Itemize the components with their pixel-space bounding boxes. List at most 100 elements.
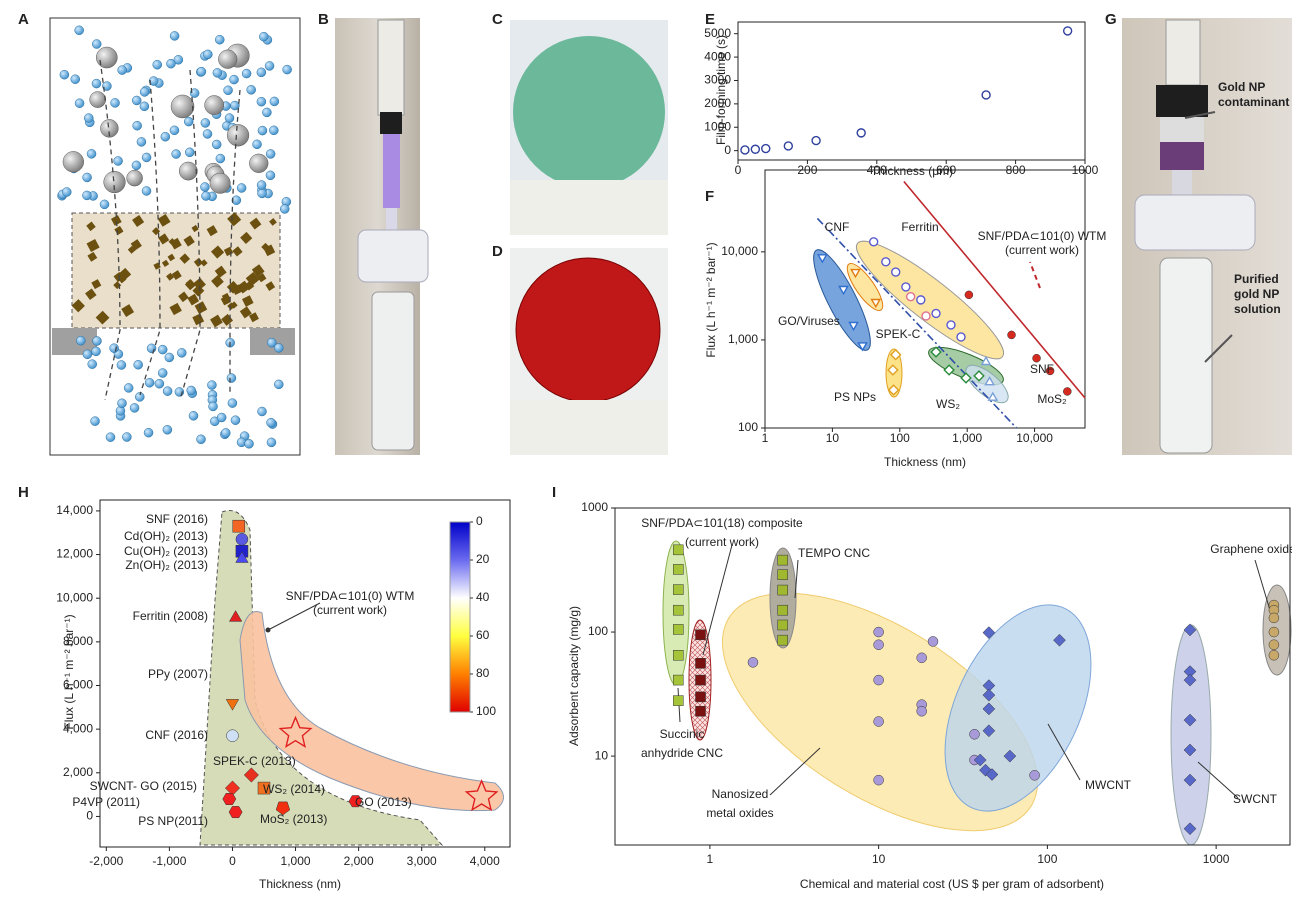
photo-b [335, 18, 428, 455]
solvent-particle [62, 188, 71, 197]
x-tick-label: -2,000 [89, 854, 123, 868]
panel-label: B [318, 11, 329, 28]
photo-g [1122, 18, 1292, 455]
x-tick-label: 1,000 [281, 854, 311, 868]
point [778, 555, 788, 565]
solvent-particle [201, 118, 210, 127]
solvent-particle [87, 149, 96, 158]
point [1269, 627, 1279, 637]
panel-label: C [492, 11, 503, 28]
barrel [1160, 117, 1204, 142]
group-label: GO/Viruses [778, 314, 840, 328]
solvent-particle [270, 97, 279, 106]
solvent-particle [142, 186, 151, 195]
solvent-particle [161, 132, 170, 141]
solvent-particle [253, 140, 262, 149]
nanoparticle [171, 95, 194, 118]
x-tick-label: 1,000 [952, 431, 982, 445]
solvent-particle [75, 26, 84, 35]
solvent-particle [118, 66, 127, 75]
solvent-particle [225, 114, 234, 123]
y-tick-label: 1000 [581, 500, 608, 514]
x-tick-label: 0 [229, 854, 236, 868]
x-tick-label: 0 [735, 163, 742, 177]
point [741, 146, 749, 154]
colorbar-tick-label: 0 [476, 514, 483, 528]
solvent-particle [266, 149, 275, 158]
solvent-particle [60, 70, 69, 79]
solvent-particle [177, 348, 186, 357]
point [874, 640, 884, 650]
solvent-particle [117, 361, 126, 370]
point [928, 636, 938, 646]
point [917, 706, 927, 716]
point-label: GO (2013) [355, 795, 412, 809]
point-label: PS NP(2011) [138, 814, 208, 828]
solvent-particle [114, 156, 123, 165]
solvent-particle [172, 150, 181, 159]
panel-label: D [492, 243, 503, 260]
annotation: (current work) [1005, 243, 1079, 257]
solvent-particle [185, 148, 194, 157]
point [751, 145, 759, 153]
solvent-particle [257, 97, 266, 106]
solvent-particle [217, 413, 226, 422]
point [970, 729, 980, 739]
x-axis-label: Thickness (nm) [259, 877, 341, 891]
point [1033, 354, 1041, 362]
solvent-particle [92, 347, 101, 356]
point-label: WS₂ (2014) [263, 782, 325, 796]
solvent-particle [130, 403, 139, 412]
solvent-particle [283, 65, 292, 74]
point [965, 291, 973, 299]
point-label: MoS₂ (2013) [260, 812, 327, 826]
point-label: SWCNT- GO (2015) [90, 779, 197, 793]
solvent-particle [184, 117, 193, 126]
group-label: PS NPs [834, 390, 876, 404]
group-label: TEMPO CNC [798, 546, 870, 560]
solvent-particle [242, 69, 251, 78]
solvent-particle [158, 345, 167, 354]
point [673, 585, 683, 595]
schematic [50, 18, 300, 455]
photo-d [510, 248, 668, 455]
group-label: Graphene oxide [1210, 542, 1292, 556]
y-tick-label: 2,000 [63, 765, 93, 779]
point [673, 545, 683, 555]
colorbar-tick-label: 40 [476, 590, 490, 604]
point [233, 520, 245, 532]
solvent-particle [75, 99, 84, 108]
point [236, 533, 248, 545]
solvent-particle [84, 114, 93, 123]
y-axis-label: Flux (L h⁻¹ m⁻² bar⁻¹) [704, 242, 718, 357]
solvent-particle [83, 350, 92, 359]
point [1269, 613, 1279, 623]
nanoparticle [127, 170, 143, 186]
y-tick-label: 1,000 [728, 332, 758, 346]
solvent-particle [100, 200, 109, 209]
solvent-particle [231, 416, 240, 425]
point [696, 658, 706, 668]
x-tick-label: 100 [1037, 852, 1057, 866]
solvent-particle [274, 343, 283, 352]
plunger [1156, 85, 1208, 117]
point-label: SNF (2016) [146, 512, 208, 526]
point [957, 333, 965, 341]
solvent-particle [247, 85, 256, 94]
point [673, 650, 683, 660]
solvent-particle [267, 418, 276, 427]
red-film [516, 258, 660, 402]
group-label: SWCNT [1233, 792, 1278, 806]
point [874, 717, 884, 727]
group-ellipses [663, 541, 1291, 878]
point [696, 630, 706, 640]
point [922, 312, 930, 320]
group-label: metal oxides [706, 806, 773, 820]
solvent-particle [134, 360, 143, 369]
solvent-particle [265, 61, 274, 70]
point [882, 258, 890, 266]
point [1269, 640, 1279, 650]
solvent-particle [83, 173, 92, 182]
nanoparticle [227, 124, 249, 146]
solvent-particle [213, 68, 222, 77]
